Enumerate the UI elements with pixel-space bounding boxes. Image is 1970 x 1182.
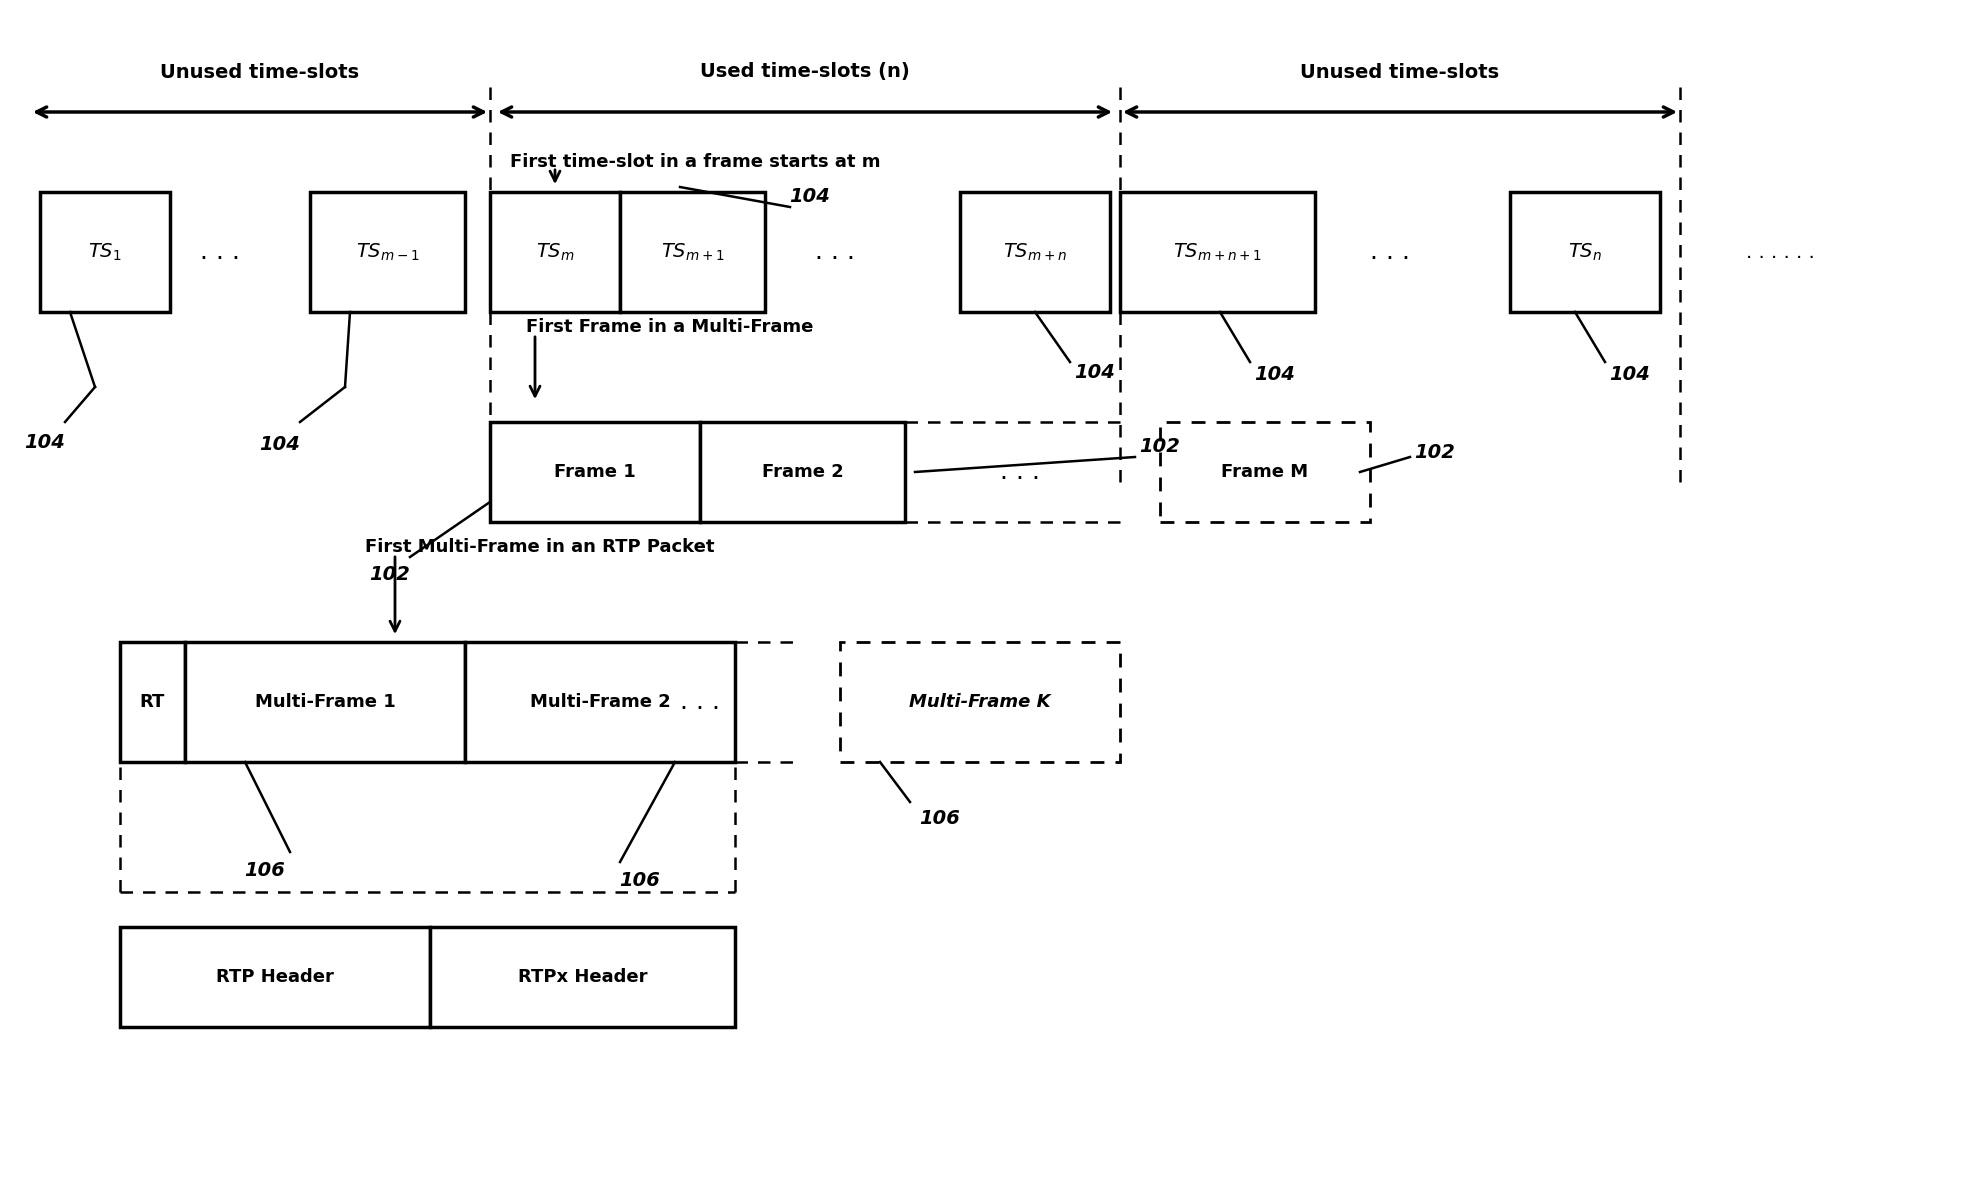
Text: $TS_1$: $TS_1$ xyxy=(89,241,122,262)
Text: Frame M: Frame M xyxy=(1221,463,1308,481)
Text: 102: 102 xyxy=(1139,437,1180,456)
Text: Unused time-slots: Unused time-slots xyxy=(160,63,361,82)
Text: Frame 2: Frame 2 xyxy=(762,463,843,481)
Bar xyxy=(120,927,429,1027)
Text: Multi-Frame 1: Multi-Frame 1 xyxy=(254,693,396,712)
Bar xyxy=(699,422,904,522)
Text: RTP Header: RTP Header xyxy=(217,968,335,986)
Bar xyxy=(1160,422,1369,522)
Text: . . .: . . . xyxy=(680,690,719,714)
Text: First Multi-Frame in an RTP Packet: First Multi-Frame in an RTP Packet xyxy=(364,538,715,556)
Text: . . .: . . . xyxy=(1001,460,1040,483)
Text: 102: 102 xyxy=(1414,442,1456,461)
Bar xyxy=(491,191,621,312)
Text: Unused time-slots: Unused time-slots xyxy=(1300,63,1499,82)
Text: RTPx Header: RTPx Header xyxy=(518,968,648,986)
Text: 104: 104 xyxy=(260,435,301,454)
Text: . . . . . .: . . . . . . xyxy=(1745,242,1814,261)
Bar xyxy=(185,642,465,762)
Text: First Frame in a Multi-Frame: First Frame in a Multi-Frame xyxy=(526,318,814,336)
Text: 104: 104 xyxy=(1255,364,1296,383)
Bar xyxy=(621,191,764,312)
Text: Frame 1: Frame 1 xyxy=(554,463,636,481)
Text: $TS_n$: $TS_n$ xyxy=(1568,241,1602,262)
Bar xyxy=(429,927,735,1027)
Text: 104: 104 xyxy=(1074,363,1115,382)
Text: Multi-Frame K: Multi-Frame K xyxy=(910,693,1050,712)
Text: Used time-slots (n): Used time-slots (n) xyxy=(699,63,910,82)
Text: $TS_{m+n+1}$: $TS_{m+n+1}$ xyxy=(1172,241,1263,262)
Text: First time-slot in a frame starts at m: First time-slot in a frame starts at m xyxy=(510,152,881,171)
Bar xyxy=(1121,191,1316,312)
Text: RT: RT xyxy=(140,693,165,712)
Text: . . .: . . . xyxy=(816,240,855,264)
Text: Multi-Frame 2: Multi-Frame 2 xyxy=(530,693,670,712)
Bar xyxy=(1509,191,1661,312)
Text: $TS_{m-1}$: $TS_{m-1}$ xyxy=(357,241,420,262)
Bar xyxy=(491,422,699,522)
Text: $TS_m$: $TS_m$ xyxy=(536,241,575,262)
Bar xyxy=(120,642,185,762)
Text: 104: 104 xyxy=(1609,364,1651,383)
Text: $TS_{m+1}$: $TS_{m+1}$ xyxy=(660,241,725,262)
Text: 102: 102 xyxy=(370,565,410,584)
Text: 106: 106 xyxy=(920,810,961,829)
Text: . . .: . . . xyxy=(201,240,240,264)
Bar xyxy=(309,191,465,312)
Bar xyxy=(839,642,1121,762)
Text: 104: 104 xyxy=(24,433,65,452)
Text: 106: 106 xyxy=(619,870,660,890)
Bar xyxy=(39,191,169,312)
Text: 106: 106 xyxy=(244,860,286,879)
Text: 104: 104 xyxy=(790,188,831,207)
Bar xyxy=(959,191,1109,312)
Bar xyxy=(465,642,735,762)
Text: $TS_{m+n}$: $TS_{m+n}$ xyxy=(1003,241,1068,262)
Text: . . .: . . . xyxy=(1369,240,1411,264)
